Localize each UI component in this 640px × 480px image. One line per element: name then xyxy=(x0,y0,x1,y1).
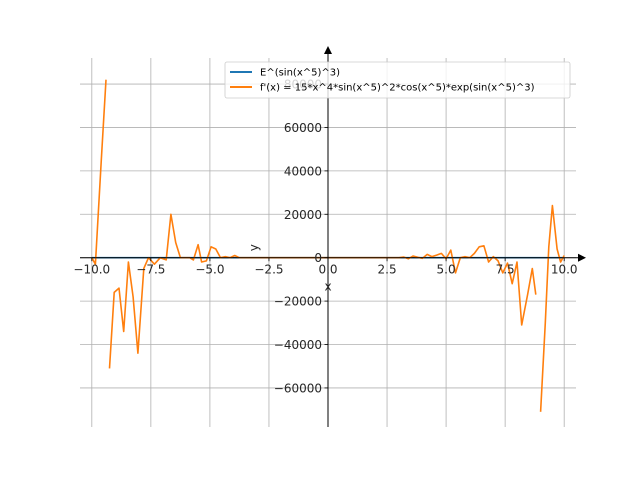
series-2-line-segment-2 xyxy=(108,213,260,369)
y-tick-label-6: 60000 xyxy=(284,121,322,135)
legend-label-series-1: E^(sin(x^5)^3) xyxy=(260,68,340,79)
y-tick-label-5: 40000 xyxy=(284,164,322,178)
x-tick-label-1: −7.5 xyxy=(136,263,165,277)
y-axis-label: y xyxy=(247,244,261,251)
x-axis-arrow xyxy=(578,253,586,262)
tick-labels: −10.0 −7.5 −5.0 −2.5 0.0 2.5 5.0 7.5 10.0 −60000 −… xyxy=(73,78,577,396)
series-2-line-segment-1 xyxy=(91,79,107,266)
y-tick-label-4: 20000 xyxy=(284,208,322,222)
x-tick-label-2: −5.0 xyxy=(195,263,224,277)
y-axis-arrow xyxy=(324,46,332,54)
y-tick-label-1: −40000 xyxy=(274,338,322,352)
y-tick-label-2: −20000 xyxy=(274,295,322,309)
legend-box xyxy=(224,61,571,99)
x-tick-label-8: 10.0 xyxy=(551,263,578,277)
x-axis-label: x xyxy=(324,280,331,294)
axes xyxy=(80,46,586,427)
legend-label-series-2: f'(x) = 15*x^4*sin(x^5)^2*cos(x^5)*exp(s… xyxy=(260,83,535,94)
x-tick-label-3: −2.5 xyxy=(254,263,283,277)
legend: E^(sin(x^5)^3) f'(x) = 15*x^4*sin(x^5)^2… xyxy=(224,61,571,99)
x-tick-label-4: 0.0 xyxy=(318,263,337,277)
x-tick-label-7: 7.5 xyxy=(496,263,515,277)
x-tick-label-5: 2.5 xyxy=(378,263,397,277)
x-tick-label-6: 5.0 xyxy=(437,263,456,277)
y-tick-label-3: 0 xyxy=(314,251,322,265)
x-tick-label-0: −10.0 xyxy=(73,263,110,277)
y-tick-label-0: −60000 xyxy=(274,381,322,395)
series-2-line-segment-4 xyxy=(539,204,565,412)
